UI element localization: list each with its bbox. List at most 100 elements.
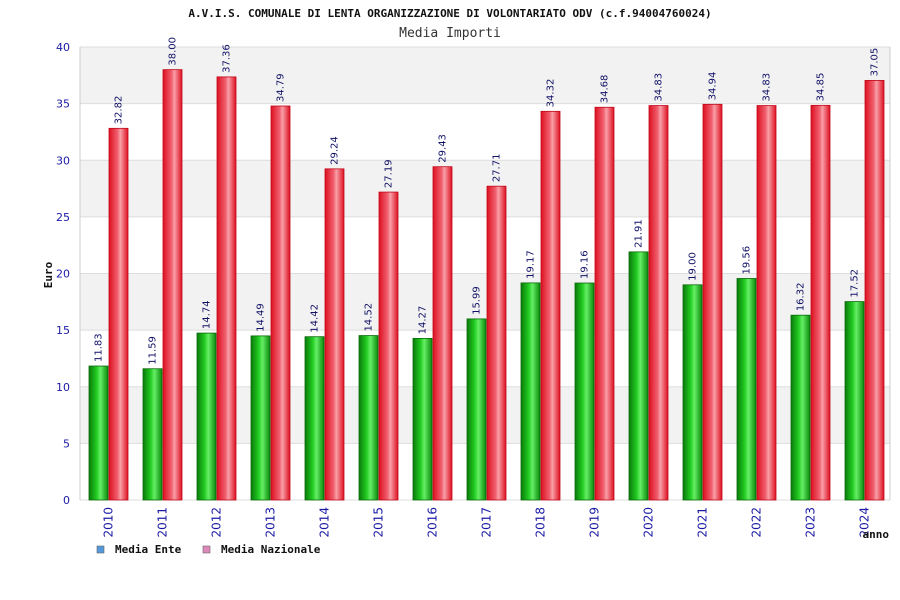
value-label: 34.68 [600,75,611,104]
value-label: 19.56 [742,246,753,275]
bar-media-nazionale [810,104,831,501]
grid-band [80,103,890,161]
bar-media-ente [844,301,865,501]
bar-media-ente [142,368,163,501]
bar-media-nazionale [378,191,399,501]
y-tick-label: 30 [56,154,70,167]
bar-media-ente [412,337,433,501]
value-label: 29.43 [438,134,449,163]
bar-media-nazionale [864,80,885,501]
y-tick-label: 15 [56,324,70,337]
bar-media-ente [628,251,649,501]
bar-media-ente [736,278,757,501]
bar-media-nazionale [324,168,345,501]
y-tick-label: 35 [56,98,70,111]
bars [88,69,885,501]
bar-media-ente [790,314,811,501]
y-axis-label: Euro [42,261,55,288]
x-tick-label: 2024 [858,507,872,538]
bar-media-ente [358,335,379,501]
value-label: 14.74 [202,300,213,329]
legend-swatch [202,545,211,554]
x-tick-label: 2013 [264,507,278,538]
value-labels: 11.83 32.82 11.59 38.00 14.74 37.36 14.49 34.79… [94,37,881,365]
y-tick-label: 0 [63,494,70,507]
bar-media-ente [196,332,217,501]
value-label: 34.79 [276,73,287,102]
value-label: 14.42 [310,304,321,333]
bar-media-nazionale [216,76,237,501]
bar-media-nazionale [270,105,291,501]
bar-media-ente [574,282,595,501]
x-tick-label: 2019 [588,507,602,538]
value-label: 16.32 [796,283,807,312]
value-label: 11.83 [94,333,105,362]
value-label: 17.52 [850,269,861,298]
bar-media-ente [304,336,325,501]
x-tick-label: 2020 [642,507,656,538]
x-tick-label: 2018 [534,507,548,538]
x-tick-label: 2015 [372,507,386,538]
value-label: 38.00 [168,37,179,66]
x-tick-label: 2011 [156,507,170,538]
bar-media-nazionale [162,69,183,501]
bar-media-ente [466,318,487,501]
x-tick-label: 2023 [804,507,818,538]
value-label: 11.59 [148,336,159,365]
value-label: 29.24 [330,136,341,165]
value-label: 14.52 [364,303,375,332]
y-tick-label: 20 [56,268,70,281]
bar-media-nazionale [756,105,777,501]
legend-swatch [96,545,105,554]
bar-media-nazionale [540,110,561,501]
value-label: 34.94 [708,72,719,101]
value-label: 19.00 [688,252,699,281]
x-tick-label: 2021 [696,507,710,538]
grid-band [80,47,890,104]
legend-label: Media Ente [115,543,182,556]
chart-title: A.V.I.S. COMUNALE DI LENTA ORGANIZZAZION… [188,7,711,20]
bar-media-ente [88,365,109,501]
value-label: 27.19 [384,159,395,188]
bar-media-ente [682,284,703,501]
x-tick-label: 2017 [480,507,494,538]
bar-media-nazionale [108,127,129,501]
legend: Media Ente Media Nazionale [96,543,321,556]
y-axis-ticks: 0 5 10 15 20 25 30 35 40 [56,41,70,507]
chart-subtitle: Media Importi [399,26,501,41]
x-axis-ticks: 2010 2011 2012 2013 2014 2015 2016 2017 2018 2019… [102,507,872,538]
bar-media-nazionale [648,105,669,501]
bar-media-ente [250,335,271,501]
bar-media-nazionale [702,103,723,501]
bar-media-nazionale [432,166,453,501]
x-tick-label: 2010 [102,507,116,538]
grid-band [80,216,890,274]
y-tick-label: 5 [63,437,70,450]
legend-label: Media Nazionale [221,543,321,556]
value-label: 19.17 [526,250,537,279]
x-tick-label: 2022 [750,507,764,538]
value-label: 34.32 [546,79,557,108]
value-label: 14.27 [418,306,429,335]
value-label: 14.49 [256,303,267,332]
value-label: 19.16 [580,250,591,279]
value-label: 34.83 [654,73,665,102]
bar-media-nazionale [486,185,507,501]
value-label: 27.71 [492,154,503,183]
value-label: 21.91 [634,219,645,248]
bar-media-nazionale [594,106,615,501]
x-tick-label: 2012 [210,507,224,538]
x-tick-label: 2016 [426,507,440,538]
value-label: 15.99 [472,286,483,315]
x-axis-label: anno [863,528,890,541]
y-tick-label: 25 [56,211,70,224]
grid-band [80,160,890,217]
value-label: 34.85 [816,73,827,102]
x-tick-label: 2014 [318,507,332,538]
y-tick-label: 10 [56,381,70,394]
value-label: 32.82 [114,96,125,125]
value-label: 34.83 [762,73,773,102]
value-label: 37.36 [222,44,233,73]
value-label: 37.05 [870,48,881,77]
